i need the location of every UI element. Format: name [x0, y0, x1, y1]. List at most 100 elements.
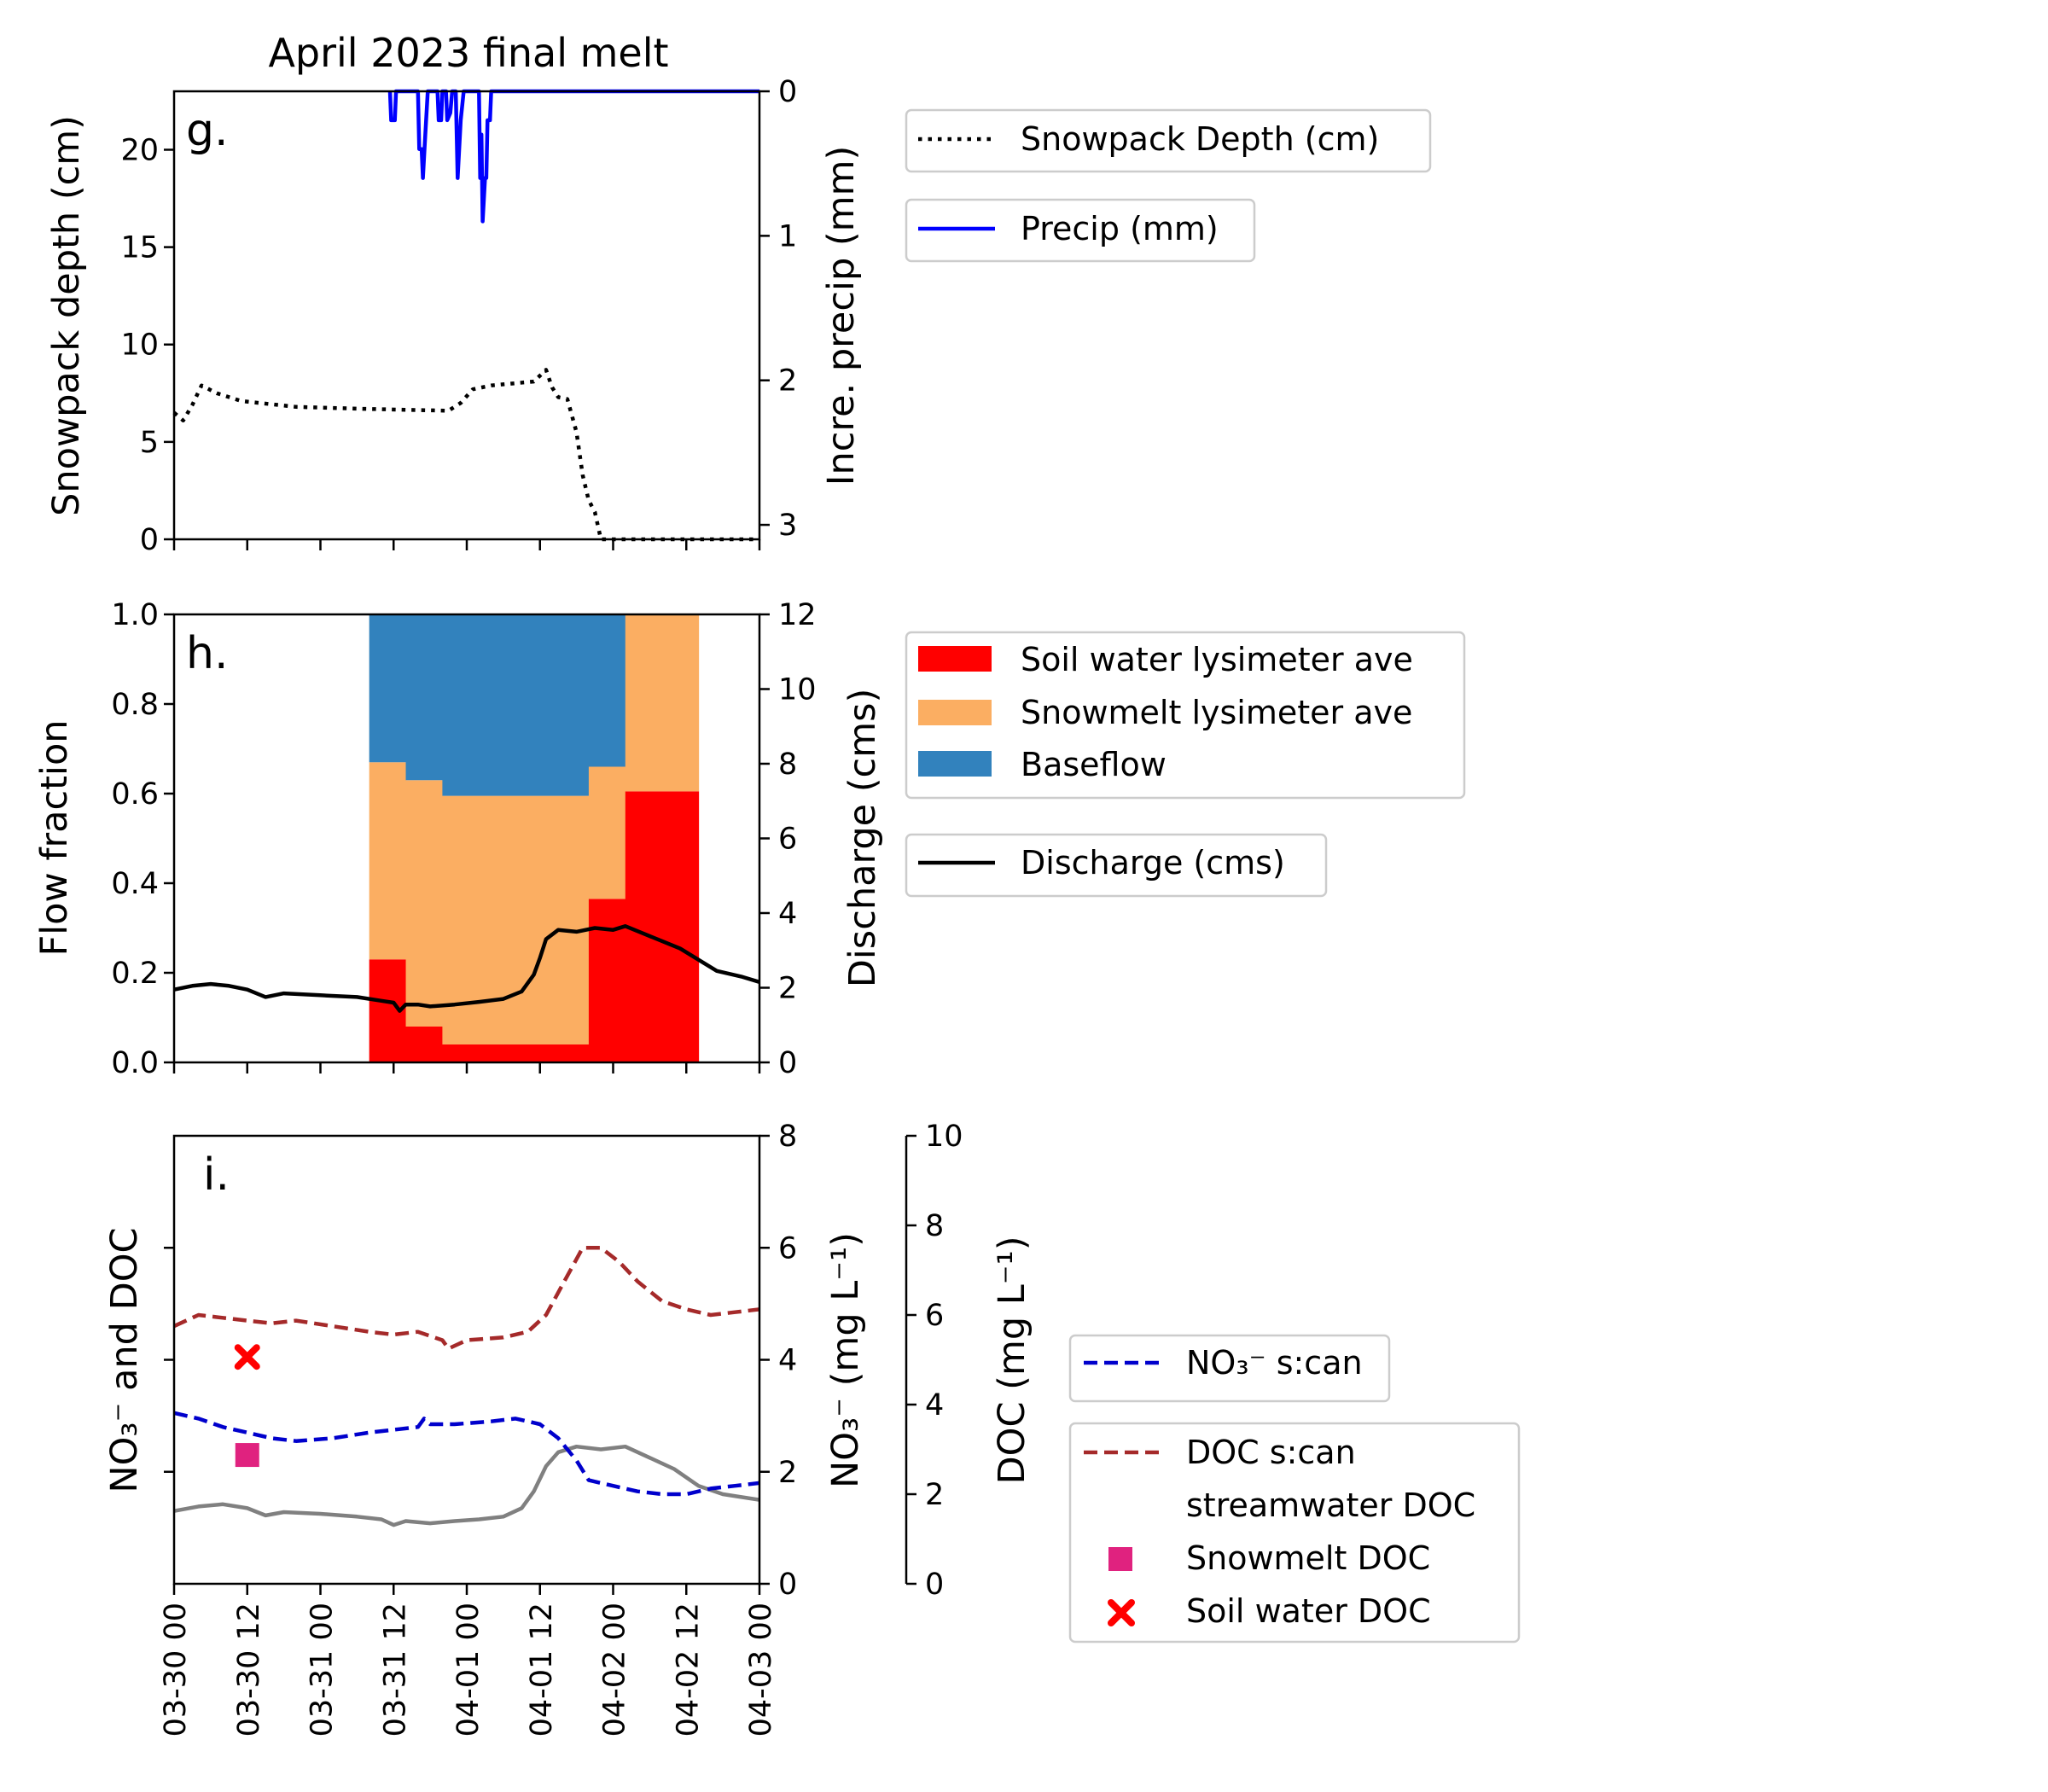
soil-water-doc-marker — [234, 1344, 260, 1370]
legend-swatch-soil — [918, 646, 992, 672]
y-left-tick-label: 0.8 — [111, 688, 159, 722]
panel-h-left-ticks: 0.0 0.2 0.4 0.6 0.8 1.0 — [111, 598, 174, 1080]
panel-i-right2-ticks: 0 2 4 6 8 10 — [906, 1120, 963, 1602]
y-right-tick-label: 1 — [778, 219, 797, 253]
y-right-tick-label: 2 — [778, 1456, 797, 1490]
x-tick-label: 04-02 00 — [598, 1603, 632, 1737]
snowmelt-area — [588, 766, 626, 899]
panel-i: i. 0 2 4 6 8 0 2 4 6 8 10 03-30 00 03-30 12 03-31 0… — [103, 1120, 1033, 1737]
y-axis-label-right-i: NO₃⁻ (mg L⁻¹) — [824, 1232, 867, 1488]
y-left-tick-label: 1.0 — [111, 598, 159, 632]
legend-box — [905, 631, 1466, 800]
baseflow-area — [442, 614, 590, 796]
panel-i-right-ticks: 0 2 4 6 8 — [759, 1120, 797, 1602]
y-axis-label-left-i: NO₃⁻ and DOC — [103, 1227, 146, 1492]
y-axis-label-right-g: Incre. precip (mm) — [820, 146, 863, 486]
y-axis-label-right2-i: DOC (mg L⁻¹) — [991, 1236, 1033, 1485]
y-right-tick-label: 6 — [778, 823, 797, 857]
baseflow-area — [405, 614, 444, 781]
legend-i-no3: NO₃⁻ s:can — [1068, 1334, 1391, 1403]
panel-g: April 2023 final melt g. 0 5 10 15 20 0 1 2 3 S… — [45, 30, 863, 557]
y-right-tick-label: 0 — [778, 1568, 797, 1602]
y-right-tick-label: 0 — [778, 75, 797, 109]
y-axis-label-left-h: Flow fraction — [33, 719, 76, 956]
x-tick-label: 03-30 00 — [159, 1603, 193, 1737]
soil-water-area — [442, 1044, 590, 1062]
legend-swatch-snowmelt — [918, 700, 992, 725]
y-right-tick-label: 2 — [778, 972, 797, 1006]
doc-scan-line — [173, 1246, 760, 1351]
x-tick-label: 04-01 12 — [525, 1603, 559, 1737]
panel-h-series — [173, 924, 760, 1013]
panel-g-series — [172, 89, 759, 542]
legend-label-discharge: Discharge (cms) — [1021, 844, 1285, 881]
legend-label-snowmelt-doc: Snowmelt DOC — [1186, 1539, 1430, 1577]
y-right2-tick-label: 2 — [925, 1478, 944, 1512]
y-right2-tick-label: 8 — [925, 1209, 944, 1243]
panel-g-frame — [172, 90, 761, 541]
marker-stroke — [234, 1344, 260, 1370]
x-tick-label: 04-03 00 — [744, 1603, 778, 1737]
x-tick-label: 03-30 12 — [232, 1603, 266, 1737]
legend-label-streamwater-doc: streamwater DOC — [1186, 1487, 1475, 1524]
legend-swatch-snowmelt-doc — [1108, 1547, 1132, 1571]
legend-label-baseflow: Baseflow — [1021, 746, 1167, 783]
panel-g-x-ticks — [172, 539, 761, 550]
chart-title: April 2023 final melt — [268, 30, 668, 76]
streamwater-doc-line — [173, 1444, 760, 1527]
snowmelt-doc-marker — [235, 1443, 259, 1468]
panel-h-right-ticks: 0 2 4 6 8 10 12 — [759, 598, 817, 1080]
panel-label-i: i. — [203, 1149, 230, 1201]
y-right-tick-label: 6 — [778, 1231, 797, 1265]
y-right-tick-label: 12 — [778, 598, 817, 632]
y-left-tick-label: 0.6 — [111, 777, 159, 812]
y-left-tick-label: 0.0 — [111, 1046, 159, 1080]
soil-water-area — [625, 791, 700, 1062]
legend-box — [905, 198, 1256, 263]
panel-i-frame — [172, 1134, 761, 1585]
y-left-tick-label: 0.4 — [111, 867, 159, 901]
panel-g-left-ticks: 0 5 10 15 20 — [120, 133, 174, 557]
panel-g-right-ticks: 0 1 2 3 — [759, 75, 797, 543]
legend-label-precip: Precip (mm) — [1021, 210, 1219, 247]
x-tick-label: 03-31 12 — [378, 1603, 412, 1737]
panel-label-g: g. — [186, 105, 229, 156]
legend-i-doc: DOC s:can streamwater DOC Snowmelt DOC S… — [1068, 1422, 1521, 1644]
snowmelt-area — [405, 780, 444, 1027]
legend-label-snowmelt: Snowmelt lysimeter ave — [1021, 694, 1412, 731]
discharge-line — [173, 924, 760, 1013]
legend-label-snowpack: Snowpack Depth (cm) — [1021, 120, 1379, 158]
legend-label-no3: NO₃⁻ s:can — [1186, 1344, 1363, 1382]
y-left-tick-label: 0 — [140, 523, 159, 557]
y-left-tick-label: 5 — [140, 426, 159, 460]
legend-label-doc-scan: DOC s:can — [1186, 1434, 1356, 1471]
snowmelt-area — [625, 614, 700, 792]
baseflow-area — [369, 614, 407, 763]
legend-label-soil: Soil water lysimeter ave — [1021, 641, 1413, 678]
y-right2-tick-label: 6 — [925, 1299, 944, 1333]
legend-h-line: Discharge (cms) — [905, 833, 1328, 898]
y-left-tick-label: 15 — [120, 231, 159, 265]
panel-h: h. 0.0 0.2 0.4 0.6 0.8 1.0 0 2 4 6 8 10 12 Flow fra… — [33, 598, 884, 1080]
y-right-tick-label: 0 — [778, 1046, 797, 1080]
baseflow-area — [588, 614, 626, 767]
y-right2-tick-label: 0 — [925, 1568, 944, 1602]
panel-i-x-ticks: 03-30 00 03-30 12 03-31 00 03-31 12 04-01 00… — [159, 1584, 778, 1737]
panel-h-stacked-areas — [369, 614, 700, 1062]
y-right-tick-label: 8 — [778, 1120, 797, 1154]
y-left-tick-label: 10 — [120, 329, 159, 363]
panel-label-h: h. — [186, 628, 229, 679]
y-right-tick-label: 2 — [778, 364, 797, 399]
snowpack-depth-line — [172, 368, 759, 542]
y-right-tick-label: 10 — [778, 673, 817, 707]
y-right-tick-label: 4 — [778, 897, 797, 931]
legend-box — [905, 833, 1328, 898]
y-right2-tick-label: 4 — [925, 1388, 944, 1423]
legend-box — [1068, 1422, 1521, 1644]
y-right-tick-label: 4 — [778, 1344, 797, 1378]
legend-box — [905, 108, 1432, 173]
precip-line — [387, 89, 759, 224]
y-left-tick-label: 0.2 — [111, 957, 159, 991]
snowmelt-area — [442, 795, 590, 1044]
